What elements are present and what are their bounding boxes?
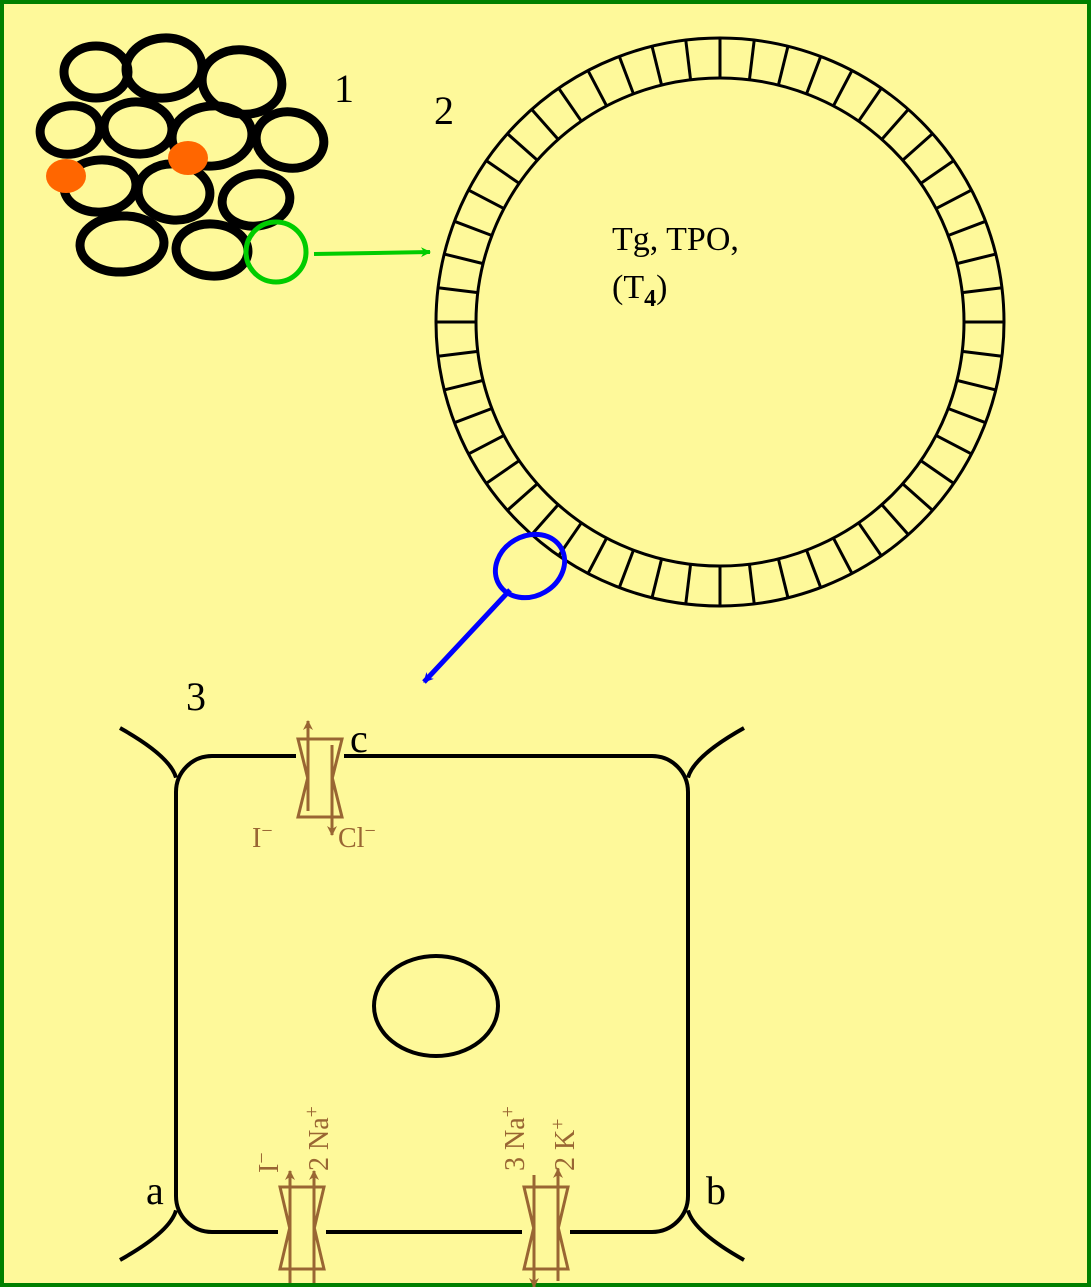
orange-dot xyxy=(46,159,86,193)
transporter-mask xyxy=(522,1185,570,1271)
label-a: a xyxy=(146,1168,164,1213)
label-c: c xyxy=(350,716,368,761)
follicle-text-line1: Tg, TPO, xyxy=(612,221,739,258)
transporter-mask xyxy=(278,1185,326,1271)
transporter-mask xyxy=(296,737,344,819)
label-3: 3 xyxy=(186,674,206,719)
orange-dot xyxy=(168,141,208,175)
label-2: 2 xyxy=(434,88,454,133)
label-1: 1 xyxy=(334,66,354,111)
label-b: b xyxy=(706,1168,726,1213)
follicle-text-line2: (T4) xyxy=(612,269,667,312)
green-arrow xyxy=(314,252,430,254)
